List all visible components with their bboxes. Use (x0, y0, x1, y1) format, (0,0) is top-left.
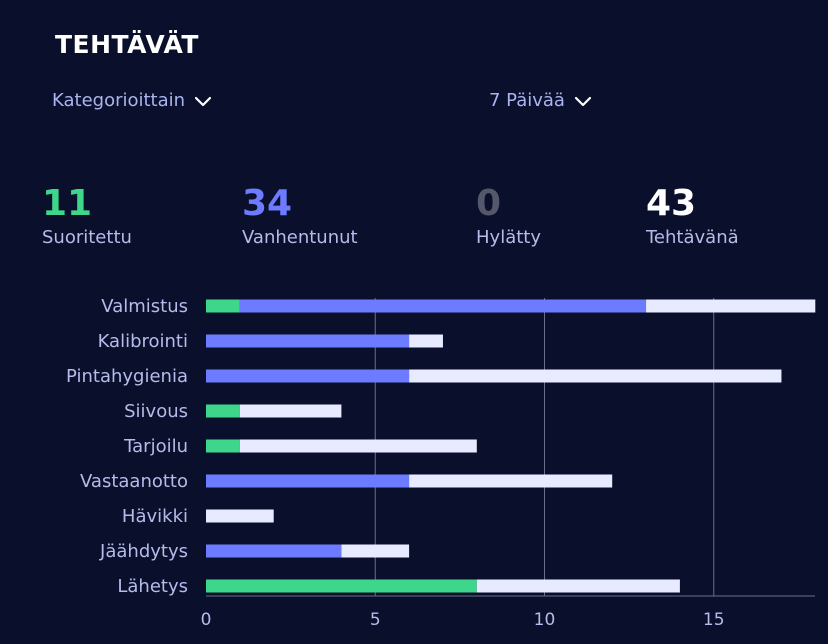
bar-Pintahygienia-1 (206, 369, 410, 383)
category-dropdown[interactable]: Kategorioittain (52, 90, 213, 111)
x-tick-label: 0 (201, 610, 212, 630)
chevron-down-icon (194, 96, 212, 106)
bar-Kalibrointi-1 (206, 334, 410, 348)
stat-expired-value: 34 (242, 183, 293, 224)
bar-Hävikki-2 (206, 509, 274, 523)
bar-Lähetys-2 (476, 579, 680, 593)
bar-Kalibrointi-2 (409, 334, 443, 348)
stat-todo-label: Tehtävänä (646, 227, 739, 248)
stat-expired-label: Vanhentunut (242, 227, 358, 248)
stat-todo-value: 43 (646, 183, 697, 224)
bar-Vastaanotto-2 (409, 474, 613, 488)
stat-completed-value: 11 (42, 183, 93, 224)
stat-rejected: 0 Hylätty (476, 182, 541, 250)
stat-rejected-value: 0 (476, 183, 502, 224)
bar-Jäähdytys-2 (341, 544, 410, 558)
category-label: Kalibrointi (98, 331, 188, 352)
chevron-down-icon (574, 96, 592, 106)
bar-Jäähdytys-1 (206, 544, 342, 558)
x-tick-label: 5 (370, 610, 381, 630)
period-dropdown-label: 7 Päivää (489, 90, 565, 111)
category-label: Siivous (124, 401, 188, 422)
bar-Tarjoilu-2 (239, 439, 477, 453)
stat-todo: 43 Tehtävänä (646, 182, 739, 250)
category-label: Vastaanotto (80, 471, 188, 492)
category-dropdown-label: Kategorioittain (52, 90, 186, 111)
page-title: TEHTÄVÄT (55, 30, 199, 59)
bar-Siivous-2 (239, 404, 342, 418)
bar-Pintahygienia-2 (409, 369, 782, 383)
bar-Valmistus-2 (646, 299, 816, 313)
bar-Vastaanotto-1 (206, 474, 410, 488)
category-label: Valmistus (101, 296, 188, 317)
bar-Valmistus-1 (239, 299, 647, 313)
x-tick-label: 10 (534, 610, 556, 630)
stat-completed-label: Suoritettu (42, 227, 132, 248)
category-label: Lähetys (117, 576, 188, 597)
bar-Siivous-0 (206, 404, 240, 418)
bar-Tarjoilu-0 (206, 439, 240, 453)
category-label: Pintahygienia (66, 366, 188, 387)
stat-completed: 11 Suoritettu (42, 182, 132, 250)
stat-expired: 34 Vanhentunut (242, 182, 358, 250)
x-tick-label: 15 (703, 610, 725, 630)
period-dropdown[interactable]: 7 Päivää (489, 90, 593, 111)
tasks-bar-chart: Valmistus Kalibrointi Pintahygienia Siivous… (66, 296, 816, 630)
bar-Valmistus-0 (206, 299, 240, 313)
stat-rejected-label: Hylätty (476, 227, 541, 248)
category-label: Hävikki (122, 506, 188, 527)
category-label: Tarjoilu (123, 436, 188, 457)
category-label: Jäähdytys (99, 541, 188, 562)
bar-Lähetys-0 (206, 579, 477, 593)
